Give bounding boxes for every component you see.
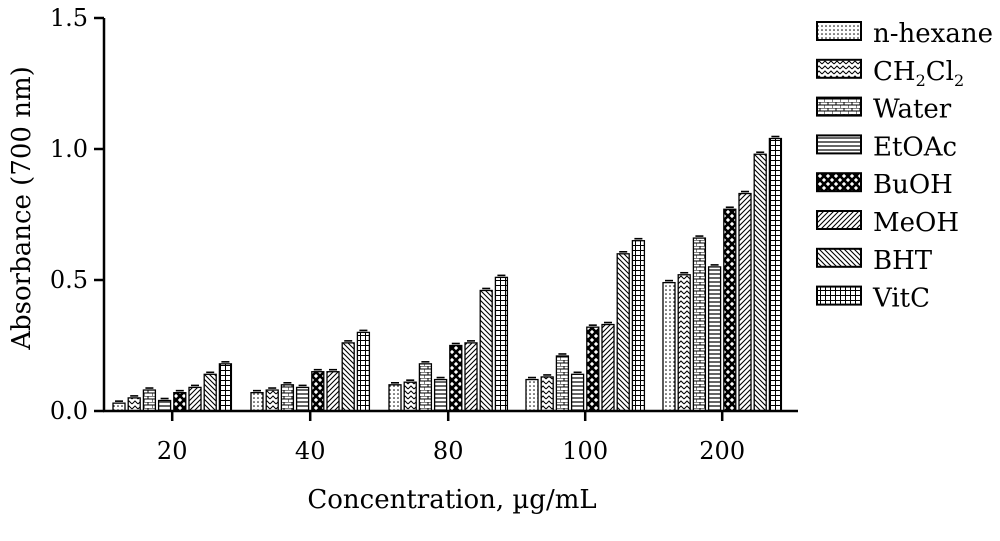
bar-meoh-40 xyxy=(326,371,340,412)
bar-water-200 xyxy=(692,237,707,412)
bar-meoh-200 xyxy=(738,192,752,412)
bar-ch2cl2-80 xyxy=(403,381,417,412)
bar-bht-20 xyxy=(203,373,217,412)
bar-bht-100 xyxy=(616,253,630,412)
legend-subscript: 2 xyxy=(916,71,926,90)
bar-n-hexane-80 xyxy=(388,384,402,412)
legend-swatch xyxy=(816,134,862,155)
bar-water-40 xyxy=(280,384,295,412)
legend-label: n-hexane xyxy=(873,19,993,49)
bar-n-hexane-100 xyxy=(525,378,539,412)
legend-swatch xyxy=(816,247,862,268)
y-tick-label: 0.5 xyxy=(50,266,88,294)
legend-label-part: CH xyxy=(873,57,916,87)
legend-swatch xyxy=(816,210,862,230)
bar-etoac-80 xyxy=(433,378,448,412)
legend-label: EtOAc xyxy=(873,132,957,162)
bar-buoh-40 xyxy=(311,371,325,412)
x-tick-label: 80 xyxy=(433,437,464,465)
x-tick-label: 100 xyxy=(562,437,608,465)
legend-swatch xyxy=(816,58,862,79)
legend-label: Water xyxy=(873,95,952,125)
bar-ch2cl2-40 xyxy=(265,389,279,412)
y-tick-label: 0.0 xyxy=(50,397,88,425)
legend-swatch xyxy=(816,21,862,41)
legend-label: MeOH xyxy=(873,208,959,238)
legend-label: VitC xyxy=(872,284,930,314)
bar-vitc-40 xyxy=(356,331,371,412)
y-tick-label: 1.0 xyxy=(50,135,88,163)
legend-subscript: 2 xyxy=(954,71,964,90)
bar-buoh-200 xyxy=(723,208,737,412)
bar-vitc-100 xyxy=(631,240,646,412)
bar-n-hexane-200 xyxy=(662,281,676,412)
bar-bht-40 xyxy=(341,342,355,412)
x-axis-label: Concentration, µg/mL xyxy=(307,485,596,515)
bar-vitc-200 xyxy=(768,137,783,412)
bar-meoh-80 xyxy=(464,342,478,412)
bar-ch2cl2-200 xyxy=(677,274,691,412)
bar-n-hexane-40 xyxy=(250,392,264,412)
bar-etoac-100 xyxy=(570,373,585,412)
bar-buoh-100 xyxy=(586,326,600,412)
bar-etoac-20 xyxy=(157,399,172,412)
bar-water-20 xyxy=(142,389,157,412)
bar-ch2cl2-20 xyxy=(127,397,141,412)
bar-vitc-80 xyxy=(494,276,509,412)
legend-label: CH2Cl2 xyxy=(873,57,964,90)
bar-meoh-20 xyxy=(188,386,202,412)
legend-swatch xyxy=(816,172,862,193)
y-ticks-group: 0.0 0.5 1.0 1.5 xyxy=(50,4,104,425)
bar-bht-80 xyxy=(479,289,493,412)
bar-buoh-20 xyxy=(173,392,187,412)
bar-meoh-100 xyxy=(601,323,615,412)
bar-water-100 xyxy=(555,355,570,412)
bar-etoac-40 xyxy=(295,386,310,412)
bar-buoh-80 xyxy=(449,344,463,412)
bar-bht-200 xyxy=(753,153,767,412)
legend-swatch xyxy=(816,285,862,306)
y-axis-label: Absorbance (700 nm) xyxy=(7,66,37,351)
legend-label: BuOH xyxy=(873,170,953,200)
bar-etoac-200 xyxy=(707,266,722,412)
x-tick-label: 200 xyxy=(699,437,745,465)
x-tick-label: 20 xyxy=(157,437,188,465)
bars-group xyxy=(112,135,783,412)
legend-swatch xyxy=(816,96,862,117)
x-ticks-group: 20 40 80 100 200 xyxy=(157,411,745,465)
legend-label-part: Cl xyxy=(926,57,954,87)
y-tick-label: 1.5 xyxy=(50,4,88,32)
legend-label: BHT xyxy=(873,246,933,276)
bar-water-80 xyxy=(418,363,433,412)
x-tick-label: 40 xyxy=(295,437,326,465)
bar-ch2cl2-100 xyxy=(540,376,554,412)
bar-vitc-20 xyxy=(218,363,233,412)
